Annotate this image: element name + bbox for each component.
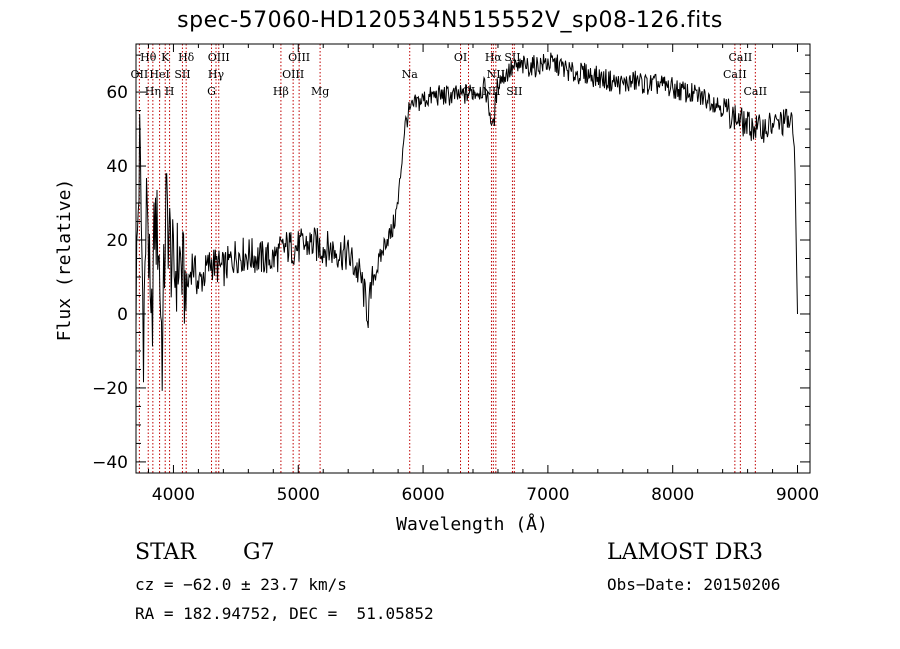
spectral-line-label: Hα	[485, 51, 503, 64]
spectral-line-label: Hθ	[140, 51, 157, 64]
spectral-line-label: Mg	[311, 85, 329, 98]
spectral-line-label: SII	[174, 68, 190, 81]
y-tick-label: 0	[117, 305, 128, 325]
plot-frame	[135, 43, 811, 474]
y-tick-label: 60	[106, 83, 128, 103]
spectral-line-label: SII	[506, 85, 522, 98]
y-tick-label: 20	[106, 231, 128, 251]
survey-name: LAMOST DR3	[607, 540, 763, 565]
x-tick-label: 6000	[401, 485, 444, 505]
obs-date: Obs−Date: 20150206	[607, 575, 781, 594]
spectral-line-label: SII	[504, 51, 520, 64]
coordinates: RA = 182.94752, DEC = 51.05852	[135, 604, 434, 623]
spectral-line-label: OI	[454, 51, 467, 64]
spectral-line-label: OIII	[282, 68, 304, 81]
spectral-line-label: H	[165, 85, 175, 98]
series-flux-line	[135, 52, 798, 391]
subclass: G7	[243, 540, 275, 565]
series-layer	[135, 52, 798, 391]
spectral-line-label: Na	[402, 68, 419, 81]
line-labels-layer: OII Hθ Hη HeI K H SII Hδ OIII Hγ G Hβ OIII OIII Mg Na OI…	[131, 51, 768, 98]
y-tick-label: −20	[92, 379, 128, 399]
spectral-line-label: OII	[131, 68, 149, 81]
x-tick-label: 7000	[526, 485, 569, 505]
x-tick-label: 8000	[651, 485, 694, 505]
redshift-cz: cz = −62.0 ± 23.7 km/s	[135, 575, 347, 594]
x-tick-label: 9000	[776, 485, 819, 505]
spectral-line-label: CaII	[743, 85, 767, 98]
ticks-layer: 4000 5000 6000 7000 8000 9000 −40 −20 0 20 40 60	[92, 44, 819, 505]
spectral-line-label: Hγ	[208, 68, 225, 81]
spectral-line-label: CaII	[723, 68, 747, 81]
x-axis-label: Wavelength (Å)	[396, 513, 548, 535]
spectral-line-label: HeI	[149, 68, 169, 81]
spectral-line-label: Hη	[145, 85, 161, 98]
spectral-line-label: Hβ	[273, 85, 289, 98]
spectral-line-label: NII	[487, 68, 505, 81]
x-tick-label: 5000	[277, 485, 320, 505]
spectral-line-label: G	[207, 85, 216, 98]
spectral-line-label: OIII	[288, 51, 310, 64]
spectral-line-label: Hδ	[178, 51, 195, 64]
spectral-line-label: OI	[462, 85, 475, 98]
y-tick-label: 40	[106, 157, 128, 177]
spectral-line-label: K	[161, 51, 170, 64]
x-tick-label: 4000	[152, 485, 195, 505]
chart-title: spec-57060-HD120534N515552V_sp08-126.fit…	[177, 8, 723, 33]
y-tick-label: −40	[92, 453, 128, 473]
object-type: STAR	[135, 540, 196, 565]
spectral-line-label: CaII	[729, 51, 753, 64]
y-axis-label: Flux (relative)	[54, 179, 75, 342]
spectral-line-label: NII	[482, 85, 500, 98]
spectral-line-label: OIII	[208, 51, 230, 64]
